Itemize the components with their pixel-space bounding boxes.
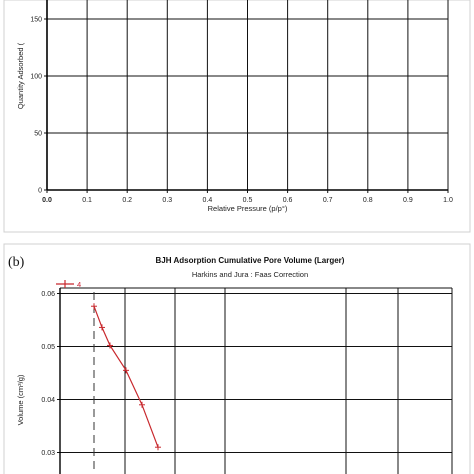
y-tick-label: 150: [30, 17, 42, 24]
x-tick-label: 0.5: [243, 197, 253, 204]
chart-subtitle: Harkins and Jura : Faas Correction: [192, 270, 308, 279]
panel-b-frame: [3, 243, 471, 474]
panel-a: 0501001502000.00.10.20.30.40.50.60.70.80…: [16, 0, 453, 213]
y-tick-label: 50: [34, 131, 42, 138]
y-tick-label: 0: [38, 188, 42, 195]
x-tick-label: 0.9: [403, 197, 413, 204]
x-tick-label: 0.6: [283, 197, 293, 204]
x-axis-label: Relative Pressure (p/p°): [208, 204, 288, 213]
panel-label: (b): [8, 255, 25, 270]
chart-title: BJH Adsorption Cumulative Pore Volume (L…: [156, 256, 345, 265]
x-tick-label: 0.8: [363, 197, 373, 204]
y-tick-label: 100: [30, 74, 42, 81]
series-line: [93, 306, 159, 448]
panel-a-frame: [3, 0, 471, 233]
y-axis-label: Quantity Adsorbed (: [16, 42, 25, 109]
x-tick-label: 0.0: [42, 197, 52, 204]
x-tick-label: 0.4: [203, 197, 213, 204]
x-tick-label: 1.0: [443, 197, 453, 204]
x-tick-label: 0.2: [122, 197, 132, 204]
y-tick-label: 0.03: [41, 450, 55, 457]
x-tick-label: 0.7: [323, 197, 333, 204]
y-tick-label: 0.06: [41, 291, 55, 298]
legend-label: 4: [77, 280, 81, 289]
x-tick-label: 0.1: [82, 197, 92, 204]
x-tick-label: 0.3: [162, 197, 172, 204]
y-axis-label: Volume (cm³/g): [16, 374, 25, 425]
panel-b: (b) BJH Adsorption Cumulative Pore Volume…: [8, 255, 453, 474]
y-tick-label: 0.04: [41, 397, 55, 404]
y-tick-label: 0.05: [41, 344, 55, 351]
